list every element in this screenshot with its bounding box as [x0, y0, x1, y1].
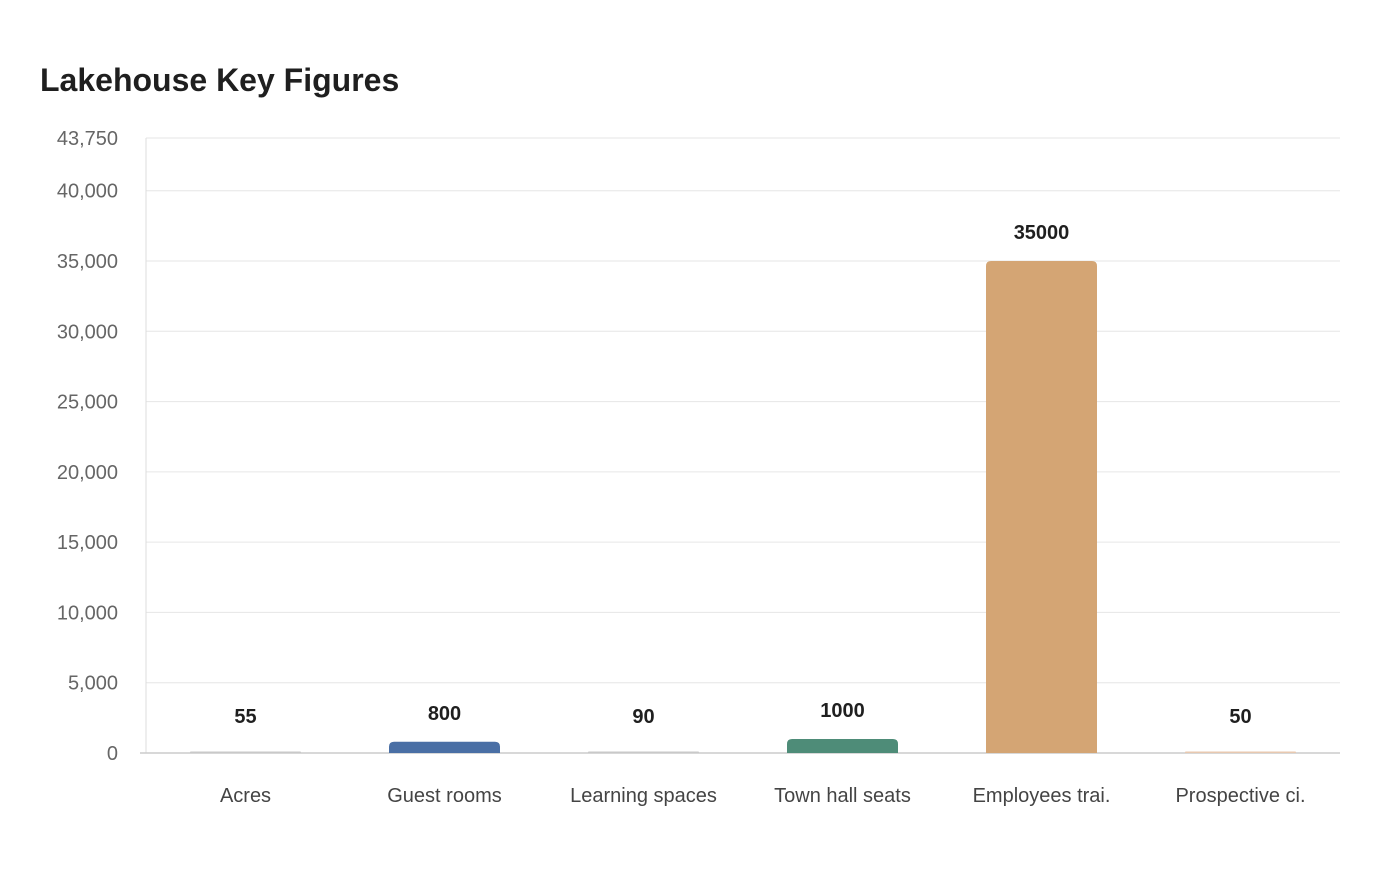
bar-employees-trai	[986, 261, 1097, 753]
x-category-label: Learning spaces	[570, 785, 717, 807]
axes	[140, 138, 1340, 754]
y-tick-label: 15,000	[57, 532, 118, 554]
y-tick-label: 25,000	[57, 392, 118, 414]
x-category-label: Acres	[220, 785, 271, 807]
y-tick-label: 20,000	[57, 462, 118, 484]
data-label: 90	[632, 706, 654, 728]
chart-title: Lakehouse Key Figures	[40, 62, 400, 98]
x-category-label: Prospective ci.	[1175, 785, 1305, 807]
bars	[190, 261, 1296, 753]
x-axis-category-labels: Acres Guest rooms Learning spaces Town hall…	[220, 785, 1306, 807]
y-axis-tick-labels: 0 5,000 10,000 15,000 20,000 25,000 30,000 35,0…	[57, 128, 118, 765]
bar-town-hall-seats	[787, 738, 898, 753]
x-category-label: Employees trai.	[973, 785, 1111, 807]
bar-learning-spaces	[588, 751, 699, 753]
y-tick-label: 5,000	[68, 673, 118, 695]
y-tick-label: 35,000	[57, 251, 118, 273]
data-label: 55	[234, 706, 256, 728]
data-label: 1000	[820, 700, 865, 722]
bar-prospective-ci	[1185, 751, 1296, 753]
data-labels: 55 800 90 1000 35000 50	[234, 222, 1251, 728]
data-label: 800	[428, 703, 461, 725]
y-tick-label: 43,750	[57, 128, 118, 150]
y-tick-label: 30,000	[57, 321, 118, 343]
y-tick-label: 10,000	[57, 602, 118, 624]
data-label: 35000	[1014, 222, 1070, 244]
x-category-label: Guest rooms	[387, 785, 501, 807]
bar-guest-rooms	[389, 741, 500, 753]
data-label: 50	[1229, 706, 1251, 728]
y-tick-label: 0	[107, 743, 118, 765]
x-category-label: Town hall seats	[774, 785, 911, 807]
bar-acres	[190, 751, 301, 753]
y-tick-label: 40,000	[57, 181, 118, 203]
grid-lines	[146, 137, 1340, 684]
